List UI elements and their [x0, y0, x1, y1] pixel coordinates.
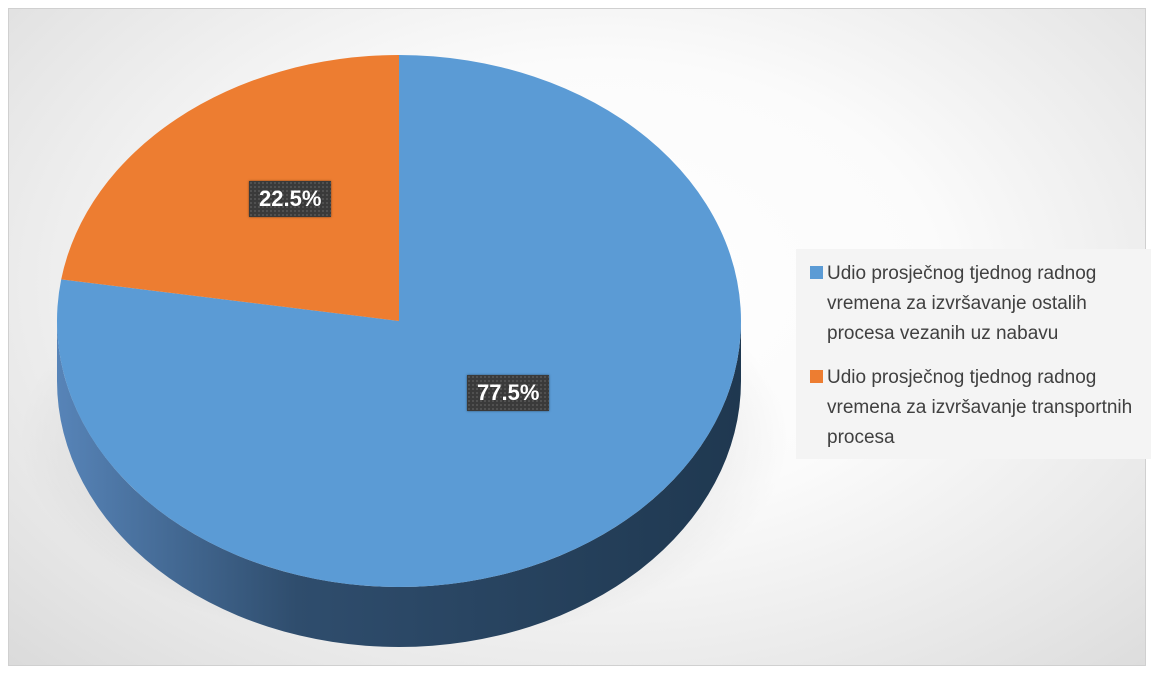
- legend-swatch-blue: [810, 266, 823, 279]
- legend-label: Udio prosječnog tjednog radnog vremena z…: [827, 263, 1097, 344]
- legend-swatch-orange: [810, 370, 823, 383]
- legend-item-transportni-procesi: Udio prosječnog tjednog radnog vremena z…: [810, 363, 1145, 453]
- data-label-ostali-procesi: 77.5%: [467, 375, 550, 411]
- pie-side: [57, 321, 741, 647]
- pie-chart: [19, 55, 789, 647]
- legend: Udio prosječnog tjednog radnog vremena z…: [796, 249, 1151, 459]
- chart-area: 77.5% 22.5% Udio prosječnog tjednog radn…: [8, 8, 1151, 666]
- legend-item-ostali-procesi: Udio prosječnog tjednog radnog vremena z…: [810, 259, 1145, 349]
- pie-slice-ostali-procesi: [56, 55, 741, 588]
- pie-slice-transportni-procesi: [61, 55, 400, 321]
- legend-label: Udio prosječnog tjednog radnog vremena z…: [827, 367, 1133, 448]
- data-label-transportni-procesi: 22.5%: [249, 181, 332, 217]
